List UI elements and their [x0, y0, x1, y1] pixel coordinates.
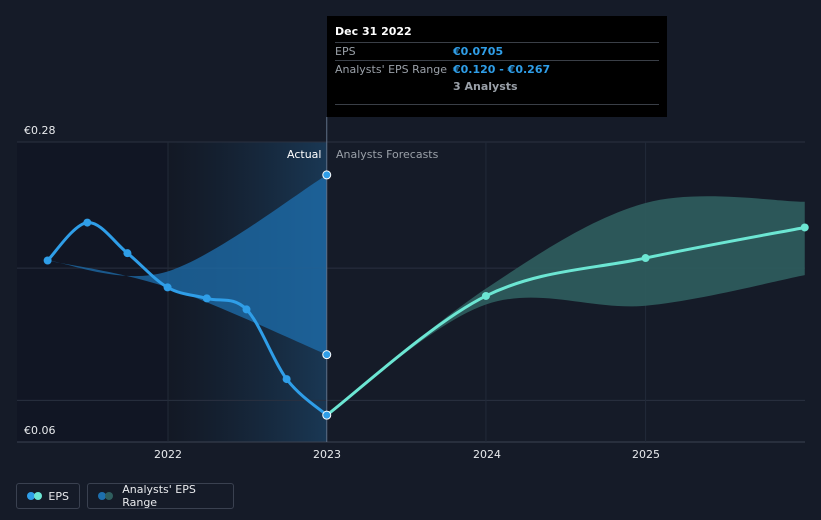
legend-range[interactable]: Analysts' EPS Range [87, 483, 234, 509]
y-tick-label: €0.28 [24, 124, 56, 137]
tooltip-analysts: 3 Analysts [453, 80, 518, 93]
eps-swatch-icon [27, 492, 42, 500]
range-low-point [322, 350, 332, 360]
tooltip-eps-label: EPS [335, 45, 356, 58]
range-swatch-icon [98, 492, 114, 500]
eps-actual-point [123, 249, 132, 258]
history-shade [17, 142, 168, 442]
x-tick-label: 2023 [313, 448, 341, 461]
legend-eps-label: EPS [48, 489, 69, 503]
tooltip-divider [335, 104, 659, 105]
eps-actual-line [46, 221, 328, 417]
y-tick-label: €0.06 [24, 424, 56, 437]
tooltip-range-value: €0.120 - €0.267 [453, 63, 551, 76]
range-area-actual [47, 174, 327, 355]
eps-forecast-point [481, 291, 490, 300]
x-tick-label: 2025 [632, 448, 660, 461]
range-area-forecast [326, 196, 805, 416]
eps-actual-point [202, 294, 211, 303]
eps-actual-point [83, 218, 92, 227]
legend-range-label: Analysts' EPS Range [122, 483, 196, 509]
eps-actual-point [163, 283, 172, 292]
eps-actual-point [282, 375, 291, 384]
tooltip-date: Dec 31 2022 [335, 25, 412, 38]
eps-actual-point [242, 305, 251, 314]
eps-forecast-point [641, 254, 650, 263]
eps-forecast-point [800, 223, 809, 232]
x-tick-label: 2024 [473, 448, 501, 461]
range-high-point [322, 170, 332, 180]
legend-eps[interactable]: EPS [16, 483, 80, 509]
tooltip-eps-value: €0.0705 [453, 45, 504, 58]
forecast-label: Analysts Forecasts [336, 148, 439, 161]
eps-forecast-line [325, 225, 806, 417]
eps-actual-point [43, 256, 52, 265]
tooltip: Dec 31 2022 EPS €0.0705 Analysts' EPS Ra… [327, 16, 667, 117]
actual-label: Actual [287, 148, 322, 161]
x-tick-label: 2022 [154, 448, 182, 461]
tooltip-range-label: Analysts' EPS Range [335, 63, 448, 76]
eps-current-point [322, 410, 332, 420]
